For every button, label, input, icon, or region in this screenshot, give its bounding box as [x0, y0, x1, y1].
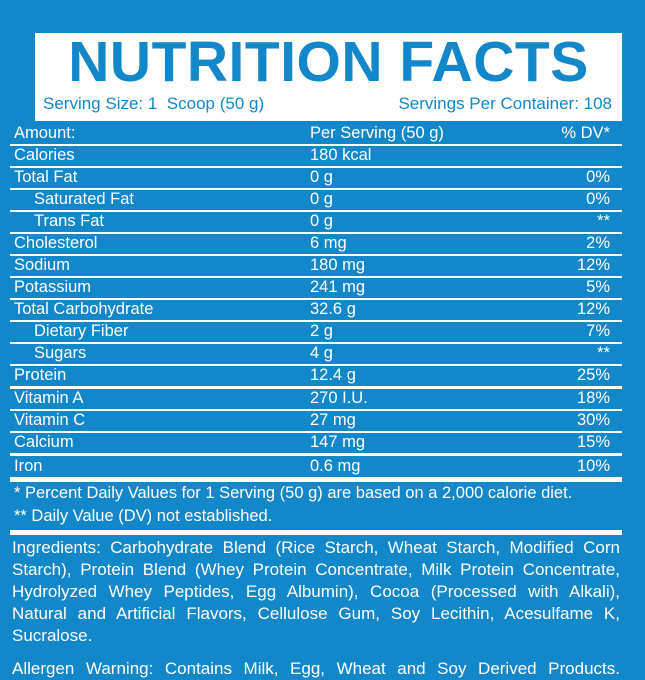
daily-values-footnote: * Percent Daily Values for 1 Serving (50…	[14, 484, 573, 502]
nutrient-amount: 180 kcal	[310, 145, 372, 164]
nutrient-name: Total Fat	[14, 167, 78, 186]
row-calories: Calories 180 kcal	[10, 146, 622, 168]
row-calcium: Calcium 147 mg 15%	[10, 433, 622, 456]
nutrient-dv: 10%	[576, 456, 610, 475]
row-protein: Protein 12.4 g 25%	[10, 366, 622, 389]
nutrient-amount: 27 mg	[310, 410, 356, 429]
nutrient-amount: 241 mg	[310, 277, 366, 296]
nutrient-dv: 0%	[586, 189, 610, 208]
row-cholesterol: Cholesterol 6 mg 2%	[10, 234, 622, 256]
row-vitamin-c: Vitamin C 27 mg 30%	[10, 411, 622, 433]
nutrient-name: Vitamin A	[14, 388, 84, 407]
nutrient-dv: 12%	[576, 299, 610, 318]
dv-not-established-footnote: ** Daily Value (DV) not established.	[14, 506, 273, 525]
nutrient-name: Vitamin C	[14, 410, 86, 429]
servings-per-container-text: Servings Per Container: 108	[398, 94, 612, 113]
nutrient-name: Saturated Fat	[34, 189, 134, 208]
nutrient-name: Dietary Fiber	[34, 321, 129, 340]
table-header-row: Amount: Per Serving (50 g) % DV*	[10, 124, 622, 146]
nutrient-name: Protein	[14, 365, 67, 384]
nutrient-dv: **	[597, 343, 610, 362]
nutrient-dv: 7%	[586, 321, 610, 340]
allergen-warning-text: Allergen Warning: Contains Milk, Egg, Wh…	[12, 659, 620, 678]
row-iron: Iron 0.6 mg 10%	[10, 456, 622, 482]
row-total-fat: Total Fat 0 g 0%	[10, 168, 622, 190]
nutrient-name: Calcium	[14, 432, 74, 451]
nutrient-dv: 0%	[586, 167, 610, 186]
footnotes-section: * Percent Daily Values for 1 Serving (50…	[10, 485, 622, 535]
column-header-per-serving: Per Serving (50 g)	[310, 123, 444, 142]
ingredients-text: Ingredients: Carbohydrate Blend (Rice St…	[12, 538, 620, 645]
nutrient-amount: 0 g	[310, 167, 333, 186]
nutrient-amount: 147 mg	[310, 432, 366, 451]
bottom-paragraphs: Ingredients: Carbohydrate Blend (Rice St…	[10, 537, 622, 680]
nutrient-dv: 2%	[586, 233, 610, 252]
nutrient-amount: 32.6 g	[310, 299, 356, 318]
nutrient-name: Calories	[14, 145, 75, 164]
nutrition-table: Amount: Per Serving (50 g) % DV* Calorie…	[10, 124, 622, 482]
section-divider	[10, 530, 622, 535]
nutrient-dv: 5%	[586, 277, 610, 296]
nutrient-name: Sodium	[14, 255, 70, 274]
row-sodium: Sodium 180 mg 12%	[10, 256, 622, 278]
nutrient-amount: 180 mg	[310, 255, 366, 274]
row-potassium: Potassium 241 mg 5%	[10, 278, 622, 300]
nutrient-amount: 270 I.U.	[310, 388, 368, 407]
nutrient-name: Total Carbohydrate	[14, 299, 154, 318]
nutrient-amount: 2 g	[310, 321, 333, 340]
nutrient-amount: 4 g	[310, 343, 333, 362]
nutrient-dv: 30%	[576, 410, 610, 429]
serving-size-text: Serving Size: 1 Scoop (50 g)	[43, 94, 265, 113]
row-vitamin-a: Vitamin A 270 I.U. 18%	[10, 389, 622, 411]
row-sugars: Sugars 4 g **	[10, 344, 622, 366]
row-trans-fat: Trans Fat 0 g **	[10, 212, 622, 234]
nutrient-dv: 18%	[576, 388, 610, 407]
column-header-dv: % DV*	[561, 123, 610, 142]
nutrient-dv: 12%	[576, 255, 610, 274]
nutrient-amount: 0 g	[310, 211, 333, 230]
nutrient-name: Cholesterol	[14, 233, 98, 252]
nutrient-name: Iron	[14, 456, 43, 475]
serving-info-row: Serving Size: 1 Scoop (50 g) Servings Pe…	[43, 94, 612, 114]
nutrient-dv: 25%	[576, 365, 610, 384]
nutrient-amount: 0.6 mg	[310, 456, 361, 475]
row-saturated-fat: Saturated Fat 0 g 0%	[10, 190, 622, 212]
label-title: NUTRITION FACTS	[68, 30, 589, 94]
nutrient-dv: 15%	[576, 432, 610, 451]
nutrient-amount: 0 g	[310, 189, 333, 208]
row-total-carbohydrate: Total Carbohydrate 32.6 g 12%	[10, 300, 622, 322]
row-dietary-fiber: Dietary Fiber 2 g 7%	[10, 322, 622, 344]
nutrient-name: Trans Fat	[34, 211, 104, 230]
nutrient-amount: 6 mg	[310, 233, 347, 252]
header-panel: NUTRITION FACTS Serving Size: 1 Scoop (5…	[35, 33, 622, 121]
nutrient-dv: **	[597, 211, 610, 230]
nutrient-amount: 12.4 g	[310, 365, 356, 384]
column-header-amount: Amount:	[14, 123, 76, 142]
nutrient-name: Sugars	[34, 343, 87, 362]
nutrient-name: Potassium	[14, 277, 92, 296]
